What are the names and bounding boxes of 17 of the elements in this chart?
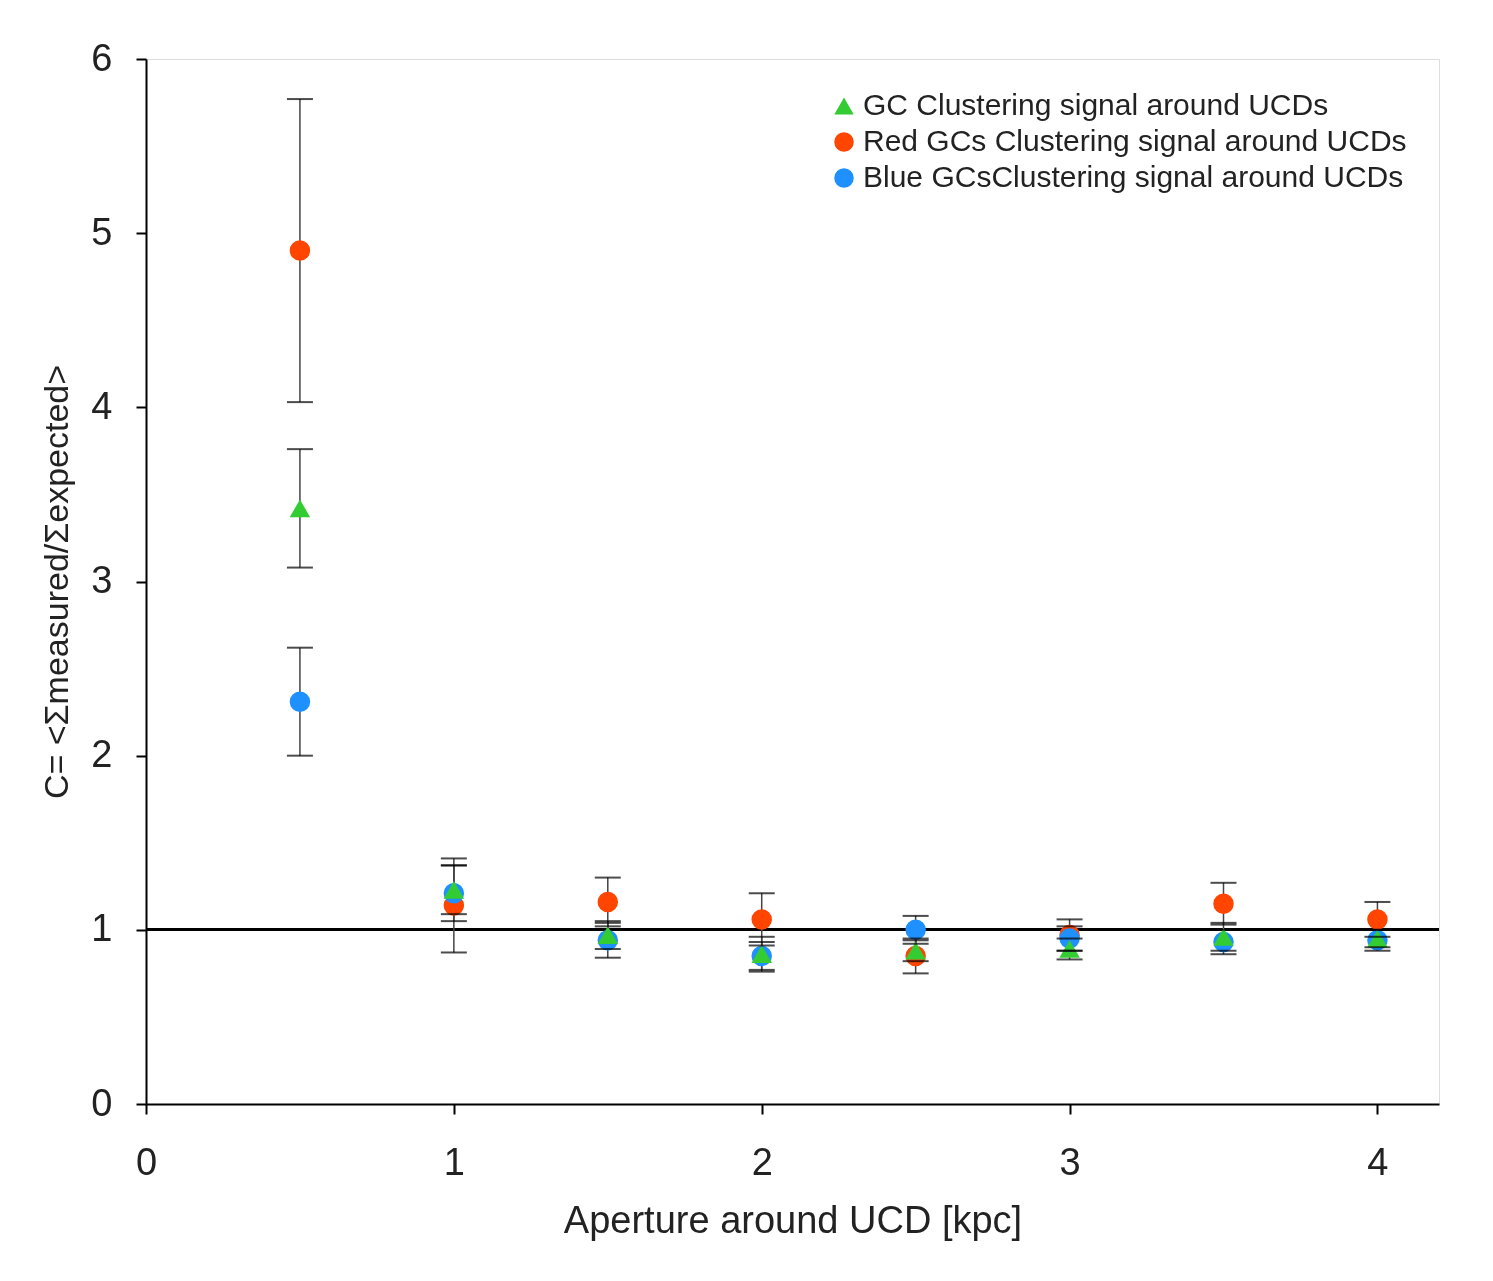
x-tick-label: 1 — [443, 1140, 465, 1183]
y-tick-label: 2 — [91, 733, 113, 776]
legend-label: Red GCs Clustering signal around UCDs — [863, 124, 1407, 157]
x-tick-label: 2 — [751, 1140, 773, 1183]
legend-label: Blue GCsClustering signal around UCDs — [863, 160, 1404, 193]
y-tick-label: 3 — [91, 559, 113, 601]
y-tick-label: 4 — [91, 384, 113, 427]
y-tick-label: 5 — [91, 210, 113, 253]
x-tick-label: 4 — [1367, 1140, 1389, 1183]
x-tick-label: 0 — [135, 1140, 158, 1183]
y-tick-label: 6 — [91, 36, 113, 79]
legend-label: GC Clustering signal around UCDs — [863, 88, 1329, 121]
x-axis-title: Aperture around UCD [kpc] — [563, 1198, 1023, 1241]
y-tick-label: 0 — [91, 1081, 113, 1124]
y-tick-label: 1 — [91, 907, 113, 950]
y-axis-title: C= <Σmeasured/Σexpected> — [37, 364, 76, 800]
x-tick-label: 3 — [1059, 1140, 1081, 1183]
